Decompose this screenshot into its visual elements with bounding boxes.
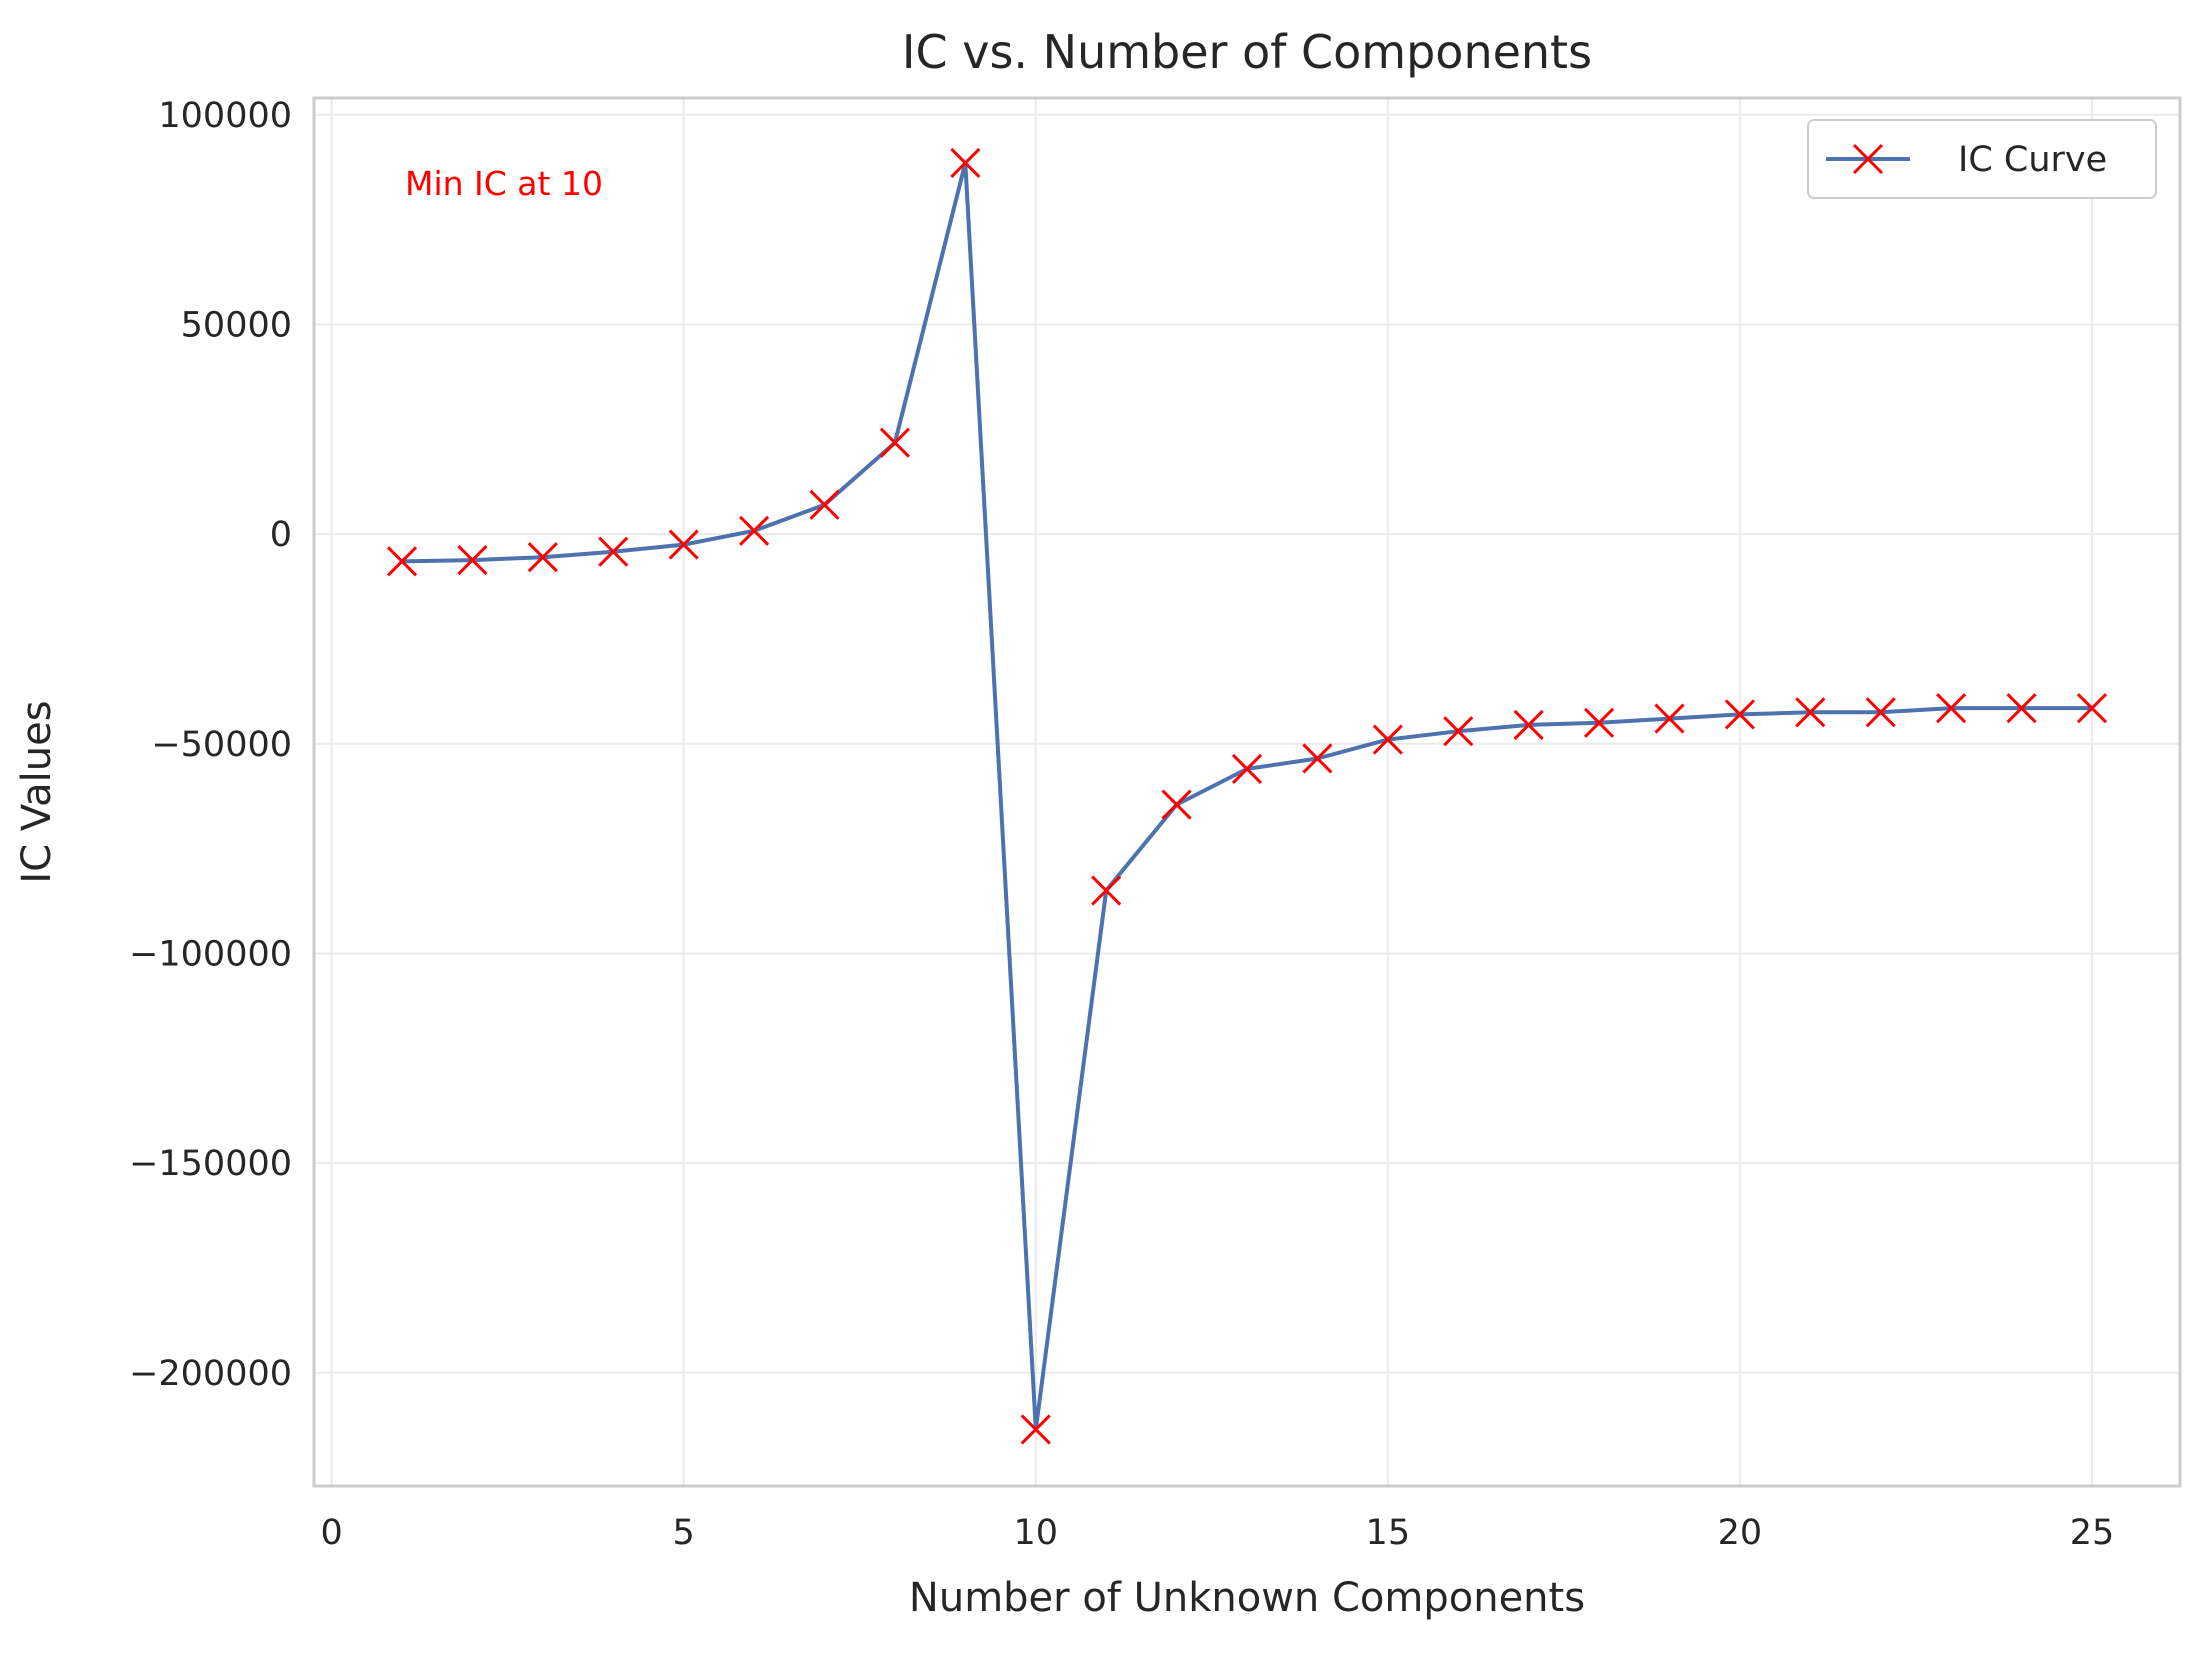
plot-frame (312, 96, 2182, 1488)
tick-labels: 0 5 10 15 20 25 −200000 −150000 −100000 −50000 0 50… (129, 96, 2114, 1553)
data-point-marker (668, 529, 699, 560)
y-tick-label: −150000 (129, 1144, 292, 1184)
data-point-marker (1302, 743, 1333, 774)
data-point-marker (2076, 693, 2108, 724)
data-point-marker (598, 536, 629, 567)
y-tick-label: −200000 (129, 1354, 292, 1394)
data-point-marker (1654, 703, 1685, 734)
data-point-marker (1161, 789, 1192, 820)
legend-marker-x (1852, 143, 1884, 175)
series-layer (386, 147, 2108, 1445)
data-point-marker (1513, 709, 1544, 740)
x-tick-label: 5 (673, 1513, 695, 1553)
data-point-marker (1372, 724, 1403, 755)
x-tick-label: 10 (1013, 1513, 1058, 1553)
data-point-marker (879, 427, 910, 458)
data-point-marker (386, 546, 418, 577)
legend-marker-glyph (1852, 143, 1884, 175)
data-point-marker (457, 545, 488, 576)
y-tick-label: −50000 (151, 725, 292, 765)
y-tick-label: 0 (270, 515, 292, 555)
data-point-marker (809, 489, 840, 520)
data-point-marker (1724, 699, 1755, 730)
chart-title: IC vs. Number of Components (902, 25, 1592, 79)
x-axis-title: Number of Unknown Components (909, 1575, 1585, 1621)
legend: IC Curve (1807, 119, 2157, 199)
plot-area (314, 98, 2180, 1486)
data-point-marker (1091, 875, 1122, 906)
data-point-marker (950, 147, 981, 179)
x-tick-label: 25 (2070, 1513, 2115, 1553)
data-point-marker (1231, 753, 1263, 784)
data-point-marker (527, 542, 558, 573)
data-point-marker (2006, 693, 2037, 724)
data-point-marker (1795, 697, 1826, 728)
data-point-marker (1584, 707, 1615, 738)
x-tick-label: 15 (1366, 1513, 1411, 1553)
y-tick-label: 50000 (181, 305, 292, 345)
data-point-marker (1936, 693, 1967, 724)
x-tick-label: 20 (1718, 1513, 1763, 1553)
min-ic-annotation: Min IC at 10 (405, 164, 603, 203)
legend-label: IC Curve (1958, 140, 2107, 180)
data-point-marker (739, 515, 770, 546)
data-point-marker (1020, 1414, 1051, 1445)
y-axis-title: IC Values (14, 700, 60, 883)
y-tick-label: −100000 (129, 934, 292, 974)
y-tick-label: 100000 (158, 96, 292, 136)
data-point-marker (1443, 716, 1474, 747)
x-tick-label: 0 (320, 1513, 342, 1553)
data-point-marker (1865, 697, 1896, 728)
grid-lines (314, 98, 2180, 1486)
legend-box (1807, 119, 2157, 199)
